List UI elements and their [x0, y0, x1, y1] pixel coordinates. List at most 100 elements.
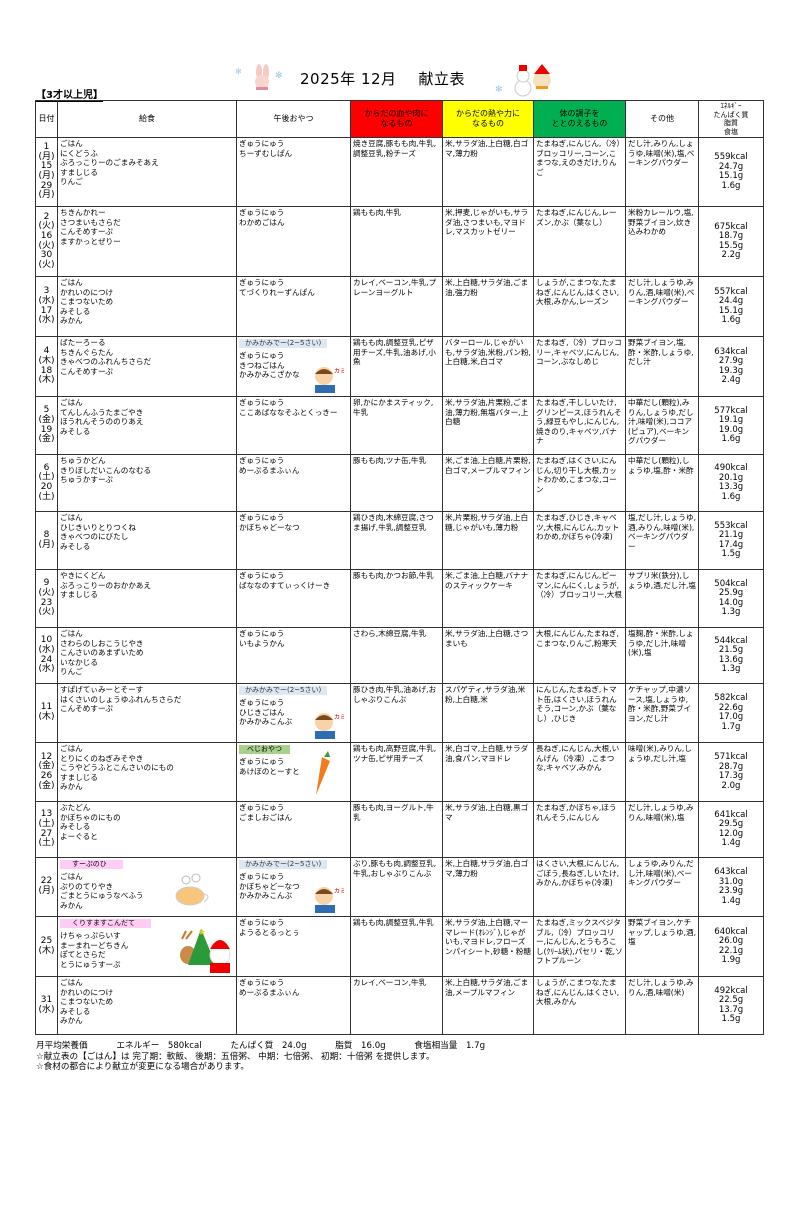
snack-item: かぼちゃどーなつ	[239, 881, 300, 891]
snack-cell: ぎゅうにゅう ちーずむしぱん	[236, 137, 351, 207]
menu-table: 日付 給食 午後おやつ からだの血や肉に なるもの からだの熱や力に なるもの …	[35, 100, 764, 1035]
table-header-row: 日付 給食 午後おやつ からだの血や肉に なるもの からだの熱や力に なるもの …	[35, 100, 764, 138]
nutrition-cell: 641kcal 29.5g 12.0g 1.4g	[698, 801, 764, 858]
date-line: 18	[40, 365, 53, 376]
date-cell: 11 (木)	[35, 683, 58, 743]
green-ingredients-cell: しょうが,こまつな,たまねぎ,にんじん,はくさい,大根,みかん	[533, 976, 626, 1035]
snack-item: ようるとるっとぅ	[239, 927, 300, 937]
lunch-event-badge: すーぷのひ	[60, 860, 123, 869]
date-line: 23	[40, 597, 53, 608]
green-ingredients-cell: にんじん,たまねぎ,トマト缶,はくさい,ほうれんそう,コーン,かぶ（葉なし）,ひ…	[533, 683, 626, 743]
snack-badge: かみかみでー(2~5さい)	[239, 339, 328, 348]
lunch-dish: こまつないため	[60, 297, 114, 307]
date-line: (月)	[38, 190, 55, 201]
nutrition-energy: 557kcal	[714, 286, 748, 297]
change-note: ☆食材の都合により献立が変更になる場合があります。	[36, 1062, 249, 1072]
nutrition-protein: 20.1g	[718, 472, 744, 483]
rice-note: ☆献立表の【ごはん】は 完了期：軟飯、 後期：五倍粥、 中期：七倍粥、 初期：十…	[36, 1051, 435, 1062]
christmas-illustration: ★	[180, 928, 231, 973]
lunch-dish: みそしる	[60, 541, 91, 551]
nutrition-salt: 1.3g	[721, 607, 741, 617]
header-red-group: からだの血や肉に なるもの	[350, 100, 443, 138]
svg-text:✻: ✻	[275, 71, 283, 81]
header-snack: 午後おやつ	[236, 100, 351, 138]
yellow-ingredients-cell: 米,ごま油,上白糖,片栗粉,白ゴマ,メープルマフィン	[442, 454, 534, 512]
nutrition-salt: 1.6g	[721, 434, 741, 444]
date-line: 6	[43, 462, 50, 473]
date-line: (火)	[38, 259, 55, 270]
nutrition-cell: 640kcal 26.0g 22.1g 1.9g	[698, 916, 764, 977]
nutrition-salt: 1.5g	[721, 549, 741, 559]
date-line: 20	[40, 482, 53, 492]
lunch-dish: にくどうふ	[60, 148, 98, 158]
nutrition-cell: 544kcal 21.5g 13.6g 1.3g	[698, 627, 764, 684]
nutrition-cell: 675kcal 18.7g 15.5g 2.2g	[698, 206, 764, 277]
date-line: 10	[40, 635, 53, 646]
red-ingredients-cell: さわら,木綿豆腐,牛乳	[350, 627, 443, 684]
date-line: (金)	[38, 780, 55, 791]
date-cell: 1 (月) 15 (月) 29 (月)	[35, 137, 58, 207]
other-ingredients-cell: 野菜ブイヨン,塩,酢・米酢,しょうゆ,だし汁	[625, 336, 699, 397]
date-line: 24	[40, 654, 53, 665]
date-line: 5	[43, 405, 50, 416]
date-cell: 4 (木) 18 (木)	[35, 336, 58, 397]
date-line: (水)	[38, 295, 55, 306]
green-ingredients-cell: はくさい,大根,にんじん,ごぼう,長ねぎ,しいたけ,みかん,かぼちゃ(冷凍)	[533, 857, 626, 917]
page-title: 2025年 12月 献立表	[300, 68, 487, 89]
lunch-cell: ちきんかれー さつまいもさらだ こんそめすーぷ ますかっとぜりー	[57, 206, 237, 277]
date-line: 3	[43, 286, 50, 297]
snack-item: ぎゅうにゅう	[239, 872, 285, 881]
snack-item: ぎゅうにゅう	[239, 803, 285, 812]
nutrition-cell: 571kcal 28.7g 17.3g 2.0g	[698, 742, 764, 802]
snack-item: きつねごはん	[239, 360, 285, 370]
nutrition-protein: 27.9g	[718, 356, 744, 366]
svg-text:✻: ✻	[235, 67, 242, 76]
red-ingredients-cell: 鶏もも肉,調整豆乳,ピザ用チーズ,牛乳,油あげ,小魚	[350, 336, 443, 397]
table-row: 6 (土) 20 (土) ちゅうかどん きりぼしだいこんのなむる ちゅうかすーぷ ぎゅうにゅう…	[35, 454, 764, 512]
date-line: (土)	[38, 818, 55, 829]
lunch-dish: みかん	[60, 1016, 83, 1026]
date-cell: 2 (火) 16 (火) 30 (火)	[35, 206, 58, 277]
date-line: 13	[40, 809, 53, 820]
lunch-dish: かれいのにつけ	[60, 987, 114, 997]
table-row: 4 (木) 18 (木) ばたーろーる ちきんぐらたん きゃべつのふれんちさらだ こんそめすー…	[35, 336, 764, 397]
date-line: (水)	[38, 664, 55, 675]
lunch-dish: きゃべつのふれんちさらだ	[60, 357, 152, 367]
date-cell: 9 (火) 23 (火)	[35, 569, 58, 628]
date-line: 8	[43, 529, 50, 540]
nutrition-protein: 24.4g	[718, 296, 744, 306]
monthly-average: 月平均栄養価 エネルギー 580kcal たんぱく質 24.0g 脂質 16.0…	[36, 1041, 511, 1052]
date-line: 17	[40, 305, 53, 316]
green-ingredients-cell: たまねぎ,かぼちゃ,ほうれんそう,にんじん	[533, 801, 626, 858]
other-ingredients-cell: しょうゆ,みりん,だし汁,味噌(米),ベーキングパウダー	[625, 857, 699, 917]
snack-item: ぎゅうにゅう	[239, 351, 285, 360]
lunch-dish: みかん	[60, 316, 83, 326]
lunch-dish: みそしる	[60, 426, 91, 436]
snack-item: ぎゅうにゅう	[239, 278, 285, 287]
snack-item: ぎゅうにゅう	[239, 139, 285, 148]
other-ingredients-cell: サプリ米(鉄分),しょうゆ,酒,だし汁,塩	[625, 569, 699, 628]
nutrition-energy: 643kcal	[714, 867, 748, 877]
red-ingredients-cell: 鶏ひき肉,木綿豆腐,さつま揚げ,牛乳,調整豆乳	[350, 511, 443, 570]
lunch-cell: すーぷのひ ごはん ぶりのてりやき ごまとうにゅうなべふう みかん	[57, 857, 237, 917]
date-line: (木)	[38, 945, 55, 956]
date-line: (土)	[38, 838, 55, 849]
date-line: (金)	[38, 434, 55, 445]
header-lunch: 給食	[57, 100, 237, 138]
other-ingredients-cell: 塩麹,酢・米酢,しょうゆ,だし汁,味噌(米),塩	[625, 627, 699, 684]
other-ingredients-cell: 塩,だし汁,しょうゆ,酒,みりん,味噌(米),ベーキングパウダー	[625, 511, 699, 570]
soup-bowl-illustration	[175, 873, 209, 906]
nutrition-salt: 1.9g	[721, 955, 741, 965]
lunch-dish: ごはん	[60, 278, 83, 287]
lunch-dish: みそしる	[60, 1006, 91, 1016]
nutrition-energy: 675kcal	[714, 221, 748, 232]
date-line: 9	[43, 578, 50, 589]
other-ingredients-cell: 中華だし(顆粒),しょうゆ,塩,酢・米酢	[625, 454, 699, 512]
nutrition-cell: 634kcal 27.9g 19.3g 2.4g	[698, 336, 764, 397]
date-line: (月)	[38, 171, 55, 181]
lunch-dish: ますかっとぜりー	[60, 236, 121, 246]
date-line: 2	[43, 211, 50, 222]
other-ingredients-cell: 米粉カレールウ,塩,野菜ブイヨン,炊き込みわかめ	[625, 206, 699, 277]
lunch-dish: いなかじる	[60, 657, 98, 667]
snack-item: かみかみこんぶ	[239, 891, 293, 901]
